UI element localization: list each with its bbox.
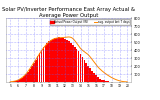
Bar (93, 73, 95, 82)
Legend: Actual Power Output (W), avg. output last 7 days: Actual Power Output (W), avg. output las… (50, 19, 130, 24)
Bar (39, 53, 40, 82)
Bar (105, 81, 107, 82)
Bar (47, 43, 48, 82)
Bar (60, 38, 62, 82)
Bar (64, 39, 66, 82)
Bar (107, 81, 109, 82)
Bar (25, 74, 27, 82)
Bar (43, 47, 44, 82)
Bar (91, 71, 93, 82)
Bar (88, 66, 89, 82)
Bar (84, 60, 85, 82)
Bar (72, 45, 74, 82)
Bar (80, 54, 81, 82)
Bar (62, 38, 64, 82)
Bar (15, 81, 17, 82)
Bar (33, 63, 35, 82)
Bar (97, 77, 99, 82)
Bar (103, 80, 105, 82)
Bar (89, 68, 91, 82)
Bar (101, 80, 103, 82)
Bar (27, 72, 29, 82)
Bar (78, 51, 79, 82)
Bar (70, 43, 72, 82)
Bar (41, 50, 42, 82)
Bar (52, 39, 54, 82)
Bar (68, 41, 70, 82)
Bar (58, 37, 60, 82)
Bar (37, 56, 38, 82)
Bar (21, 78, 23, 82)
Bar (13, 81, 15, 82)
Bar (74, 47, 76, 82)
Bar (29, 69, 31, 82)
Bar (82, 57, 83, 82)
Bar (19, 79, 21, 82)
Bar (66, 40, 68, 82)
Bar (44, 45, 46, 82)
Bar (56, 38, 58, 82)
Bar (50, 40, 52, 82)
Bar (95, 75, 97, 82)
Title: Solar PV/Inverter Performance East Array Actual & Average Power Output: Solar PV/Inverter Performance East Array… (2, 7, 135, 18)
Bar (48, 41, 50, 82)
Bar (31, 66, 33, 82)
Bar (17, 80, 19, 82)
Bar (54, 38, 56, 82)
Bar (35, 60, 36, 82)
Bar (85, 63, 87, 82)
Bar (99, 79, 101, 82)
Bar (76, 49, 77, 82)
Bar (23, 76, 25, 82)
